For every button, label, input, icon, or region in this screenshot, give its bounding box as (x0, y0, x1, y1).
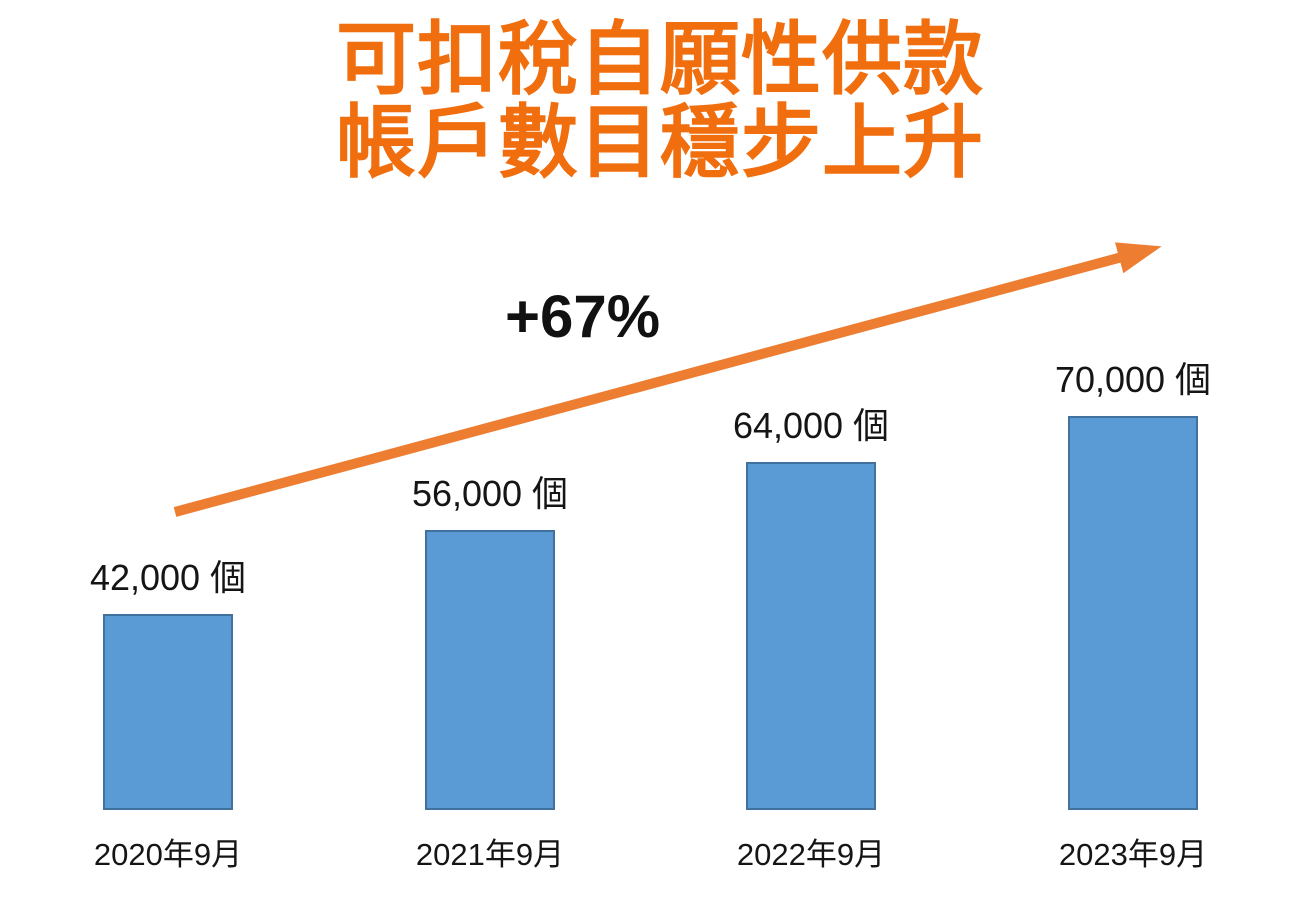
axis-category-label: 2020年9月 (93, 837, 243, 872)
bar-value-label: 42,000 個 (89, 557, 247, 598)
axis-category-label: 2023年9月 (1058, 837, 1208, 872)
axis-category-label: 2022年9月 (736, 837, 886, 872)
chart-title-line2: 帳戶數目穩步上升 (336, 98, 984, 187)
bar-group: 64,000 個 2022年9月 (646, 0, 976, 917)
bar (103, 614, 233, 810)
bar (425, 530, 555, 810)
bar-value-label: 70,000 個 (1054, 359, 1212, 400)
bar-value-label: 56,000 個 (411, 473, 569, 514)
chart-title: 可扣稅自願性供款 帳戶數目穩步上升 (0, 18, 1306, 184)
bar (746, 462, 876, 810)
axis-category-label: 2021年9月 (415, 837, 565, 872)
bar-group: 56,000 個 2021年9月 (325, 0, 655, 917)
bar-group: 70,000 個 2023年9月 (968, 0, 1298, 917)
bar-group: 42,000 個 2020年9月 (3, 0, 333, 917)
bar-value-label: 64,000 個 (732, 405, 890, 446)
bar (1068, 416, 1198, 810)
chart-title-line1: 可扣稅自願性供款 (336, 15, 984, 104)
growth-percentage-label: +67% (505, 283, 661, 350)
